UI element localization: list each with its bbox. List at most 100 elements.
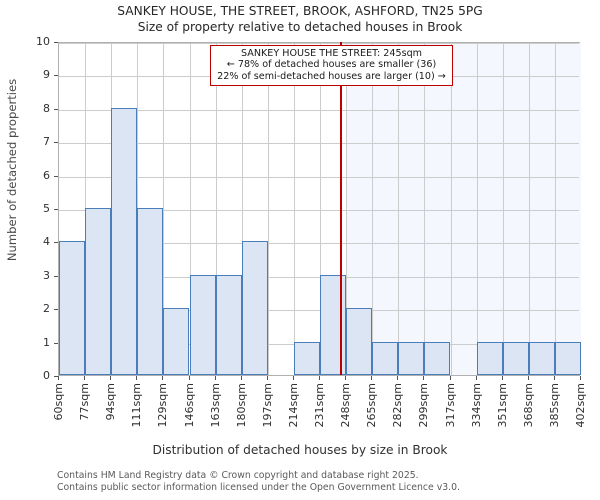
annotation-line-property: SANKEY HOUSE THE STREET: 245sqm xyxy=(240,48,423,59)
gridline-vertical xyxy=(424,43,426,375)
y-axis-tick-label: 5 xyxy=(43,202,50,215)
annotation-line-smaller: ← 78% of detached houses are smaller (36… xyxy=(226,59,437,71)
y-axis-tick xyxy=(54,342,58,344)
histogram-bar xyxy=(476,341,503,375)
x-axis-tick xyxy=(162,376,164,380)
x-axis-tick-label: 368sqm xyxy=(521,383,535,428)
x-axis-title: Distribution of detached houses by size … xyxy=(152,443,448,457)
x-axis-tick xyxy=(319,376,320,380)
x-axis-tick xyxy=(527,376,529,380)
gridline-vertical xyxy=(241,43,243,375)
x-axis-tick-label: 402sqm xyxy=(574,383,587,428)
property-annotation-box: SANKEY HOUSE THE STREET: 245sqm ← 78% of… xyxy=(210,45,453,87)
x-axis-tick xyxy=(84,376,86,380)
x-axis-tick-label: 385sqm xyxy=(547,383,561,428)
gridline-vertical xyxy=(372,43,374,375)
plot-area xyxy=(58,42,581,376)
x-axis-tick-label: 94sqm xyxy=(104,383,118,421)
histogram-bar xyxy=(398,341,425,375)
y-axis-tick-label: 8 xyxy=(43,101,50,115)
y-axis-tick-label: 3 xyxy=(43,268,50,282)
gridline-horizontal xyxy=(59,243,579,245)
x-axis-tick xyxy=(188,376,190,380)
x-axis-tick xyxy=(371,376,373,380)
histogram-bar xyxy=(189,274,216,375)
footer-line2: Contains public sector information licen… xyxy=(57,481,460,493)
gridline-horizontal xyxy=(59,176,579,178)
histogram-bar xyxy=(241,241,268,375)
y-axis-tick xyxy=(54,142,58,144)
x-axis-tick xyxy=(580,376,581,380)
x-axis-tick xyxy=(240,376,242,380)
x-axis-tick-label: 111sqm xyxy=(130,383,144,428)
histogram-bar xyxy=(528,341,555,375)
y-axis-tick-label: 1 xyxy=(43,335,50,349)
footer-line1: Contains HM Land Registry data © Crown c… xyxy=(57,470,419,481)
x-axis-tick xyxy=(345,376,347,380)
gridline-vertical xyxy=(502,43,504,375)
gridline-vertical xyxy=(215,43,217,375)
x-axis-tick xyxy=(501,376,503,380)
y-axis-tick-label: 0 xyxy=(43,369,50,382)
gridline-horizontal xyxy=(59,43,579,44)
gridline-horizontal xyxy=(59,109,579,111)
x-axis-tick xyxy=(423,376,425,380)
gridline-vertical xyxy=(450,43,452,375)
histogram-bar xyxy=(215,274,242,375)
y-axis-tick xyxy=(54,275,58,277)
x-axis-tick-label: 180sqm xyxy=(234,383,248,428)
x-axis-tick-label: 197sqm xyxy=(260,383,274,428)
x-axis-tick-label: 334sqm xyxy=(469,383,483,428)
histogram-bar xyxy=(372,341,399,375)
attribution-footer: Contains HM Land Registry data © Crown c… xyxy=(57,470,597,493)
y-axis-tick xyxy=(54,376,58,377)
y-axis-tick xyxy=(54,209,58,210)
y-axis-tick xyxy=(54,242,58,244)
y-axis-tick xyxy=(54,175,58,177)
histogram-bar xyxy=(137,208,164,375)
gridline-vertical xyxy=(554,43,556,375)
chart-title-line1: SANKEY HOUSE, THE STREET, BROOK, ASHFORD… xyxy=(117,4,483,18)
x-axis-tick xyxy=(397,376,399,380)
x-axis-tick-label: 248sqm xyxy=(339,383,353,428)
x-axis-tick-label: 317sqm xyxy=(443,383,457,428)
y-axis-tick-label: 6 xyxy=(43,168,50,182)
gridline-vertical xyxy=(320,43,321,375)
histogram-bar xyxy=(502,341,529,375)
x-axis-tick xyxy=(266,376,268,380)
x-axis-tick xyxy=(58,376,59,380)
x-axis-tick-label: 214sqm xyxy=(286,383,300,428)
x-axis-tick-label: 77sqm xyxy=(78,383,92,421)
x-axis-tick xyxy=(475,376,477,380)
histogram-bar xyxy=(424,341,451,375)
histogram-bar xyxy=(111,107,138,375)
histogram-bar xyxy=(85,208,112,375)
chart-title-block: SANKEY HOUSE, THE STREET, BROOK, ASHFORD… xyxy=(0,3,600,36)
annotation-line-larger: 22% of semi-detached houses are larger (… xyxy=(217,70,446,82)
x-axis-tick-label: 299sqm xyxy=(417,383,431,428)
gridline-vertical xyxy=(476,43,478,375)
x-axis-tick-label: 60sqm xyxy=(52,383,65,421)
x-axis-tick-label: 282sqm xyxy=(391,383,405,428)
gridline-vertical xyxy=(267,43,269,375)
gridline-vertical xyxy=(163,43,165,375)
gridline-horizontal xyxy=(59,310,579,312)
histogram-bar xyxy=(59,241,86,375)
gridline-vertical xyxy=(398,43,400,375)
y-axis-tick xyxy=(54,108,58,110)
x-axis-tick xyxy=(214,376,216,380)
gridline-horizontal xyxy=(59,276,579,278)
y-axis-tick xyxy=(54,75,58,77)
gridline-vertical xyxy=(528,43,530,375)
y-axis-tick-label: 2 xyxy=(43,302,50,316)
histogram-bar xyxy=(346,308,373,375)
histogram-bar xyxy=(163,308,190,375)
chart-title-line2: Size of property relative to detached ho… xyxy=(137,20,463,34)
x-axis-tick-label: 146sqm xyxy=(182,383,196,428)
x-axis-tick xyxy=(292,376,294,380)
y-axis-tick-label: 9 xyxy=(43,68,50,82)
x-axis-tick-label: 163sqm xyxy=(208,383,222,428)
x-axis-tick xyxy=(136,376,138,380)
y-axis-tick-label: 10 xyxy=(36,35,50,48)
